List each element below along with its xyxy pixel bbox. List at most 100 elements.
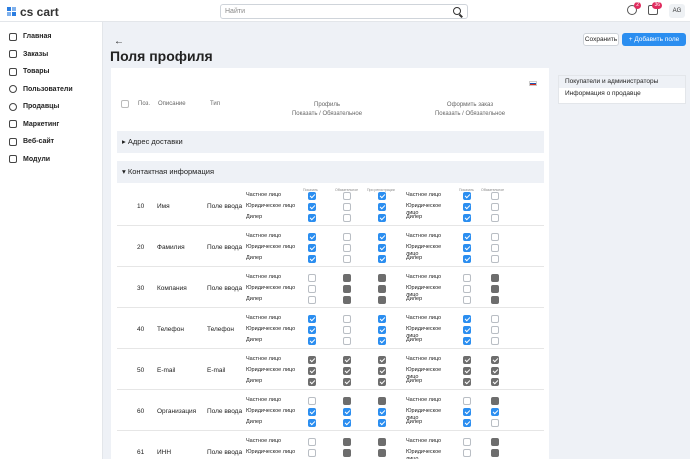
field-checkbox[interactable] — [308, 214, 316, 222]
save-button[interactable]: Сохранить — [583, 33, 619, 46]
select-all-checkbox[interactable] — [121, 100, 129, 108]
mail-icon[interactable]: 36 — [648, 2, 662, 15]
add-field-button[interactable]: + Добавить поле — [622, 33, 686, 46]
field-checkbox[interactable] — [308, 397, 316, 405]
field-checkbox[interactable] — [308, 449, 316, 457]
field-checkbox[interactable] — [308, 274, 316, 282]
field-checkbox[interactable] — [491, 233, 499, 241]
field-checkbox[interactable] — [308, 203, 316, 211]
sidebar-item-addons[interactable]: Модули — [0, 151, 102, 169]
sidebar-item-orders[interactable]: Заказы — [0, 46, 102, 64]
field-checkbox[interactable] — [463, 296, 471, 304]
field-checkbox[interactable] — [463, 438, 471, 446]
field-checkbox[interactable] — [463, 408, 471, 416]
field-checkbox[interactable] — [378, 203, 386, 211]
field-checkbox[interactable] — [463, 255, 471, 263]
sidebar-item-marketing[interactable]: Маркетинг — [0, 116, 102, 134]
search-input[interactable]: Найти — [220, 4, 468, 19]
sidebar-item-website[interactable]: Веб-сайт — [0, 133, 102, 151]
field-checkbox[interactable] — [308, 438, 316, 446]
description-cell[interactable]: Организация — [157, 408, 197, 415]
field-checkbox[interactable] — [378, 244, 386, 252]
sidebar-item-users[interactable]: Пользователи — [0, 81, 102, 99]
sidebar-item-home[interactable]: Главная — [0, 28, 102, 46]
avatar[interactable]: AG — [669, 4, 685, 18]
description-cell[interactable]: ИНН — [157, 449, 172, 456]
field-checkbox[interactable] — [308, 326, 316, 334]
description-cell[interactable]: Имя — [157, 203, 170, 210]
field-checkbox[interactable] — [463, 203, 471, 211]
field-checkbox[interactable] — [308, 192, 316, 200]
field-checkbox[interactable] — [308, 408, 316, 416]
description-cell[interactable]: E-mail — [157, 367, 176, 374]
field-checkbox[interactable] — [378, 337, 386, 345]
bell-icon[interactable]: 2 — [627, 2, 641, 15]
field-checkbox[interactable] — [491, 192, 499, 200]
field-checkbox[interactable] — [491, 214, 499, 222]
field-checkbox[interactable] — [378, 419, 386, 427]
field-checkbox[interactable] — [343, 315, 351, 323]
field-checkbox[interactable] — [491, 326, 499, 334]
field-checkbox[interactable] — [491, 419, 499, 427]
field-checkbox[interactable] — [463, 315, 471, 323]
description-cell[interactable]: Фамилия — [157, 244, 185, 251]
section-contact-info[interactable]: ▾ Контактная информация — [117, 161, 544, 183]
field-checkbox[interactable] — [463, 449, 471, 457]
field-checkbox[interactable] — [343, 192, 351, 200]
description-cell[interactable]: Телефон — [157, 326, 184, 333]
field-checkbox[interactable] — [378, 255, 386, 263]
field-checkbox[interactable] — [491, 408, 499, 416]
profile-type-customers[interactable]: Покупатели и администраторы — [559, 76, 685, 88]
sidebar-item-products[interactable]: Товары — [0, 63, 102, 81]
field-checkbox[interactable] — [491, 255, 499, 263]
field-checkbox[interactable] — [491, 244, 499, 252]
field-checkbox[interactable] — [463, 419, 471, 427]
profile-type-vendor[interactable]: Информация о продавце — [565, 90, 641, 97]
field-checkbox[interactable] — [343, 203, 351, 211]
position-cell: 50 — [137, 367, 145, 374]
field-checkbox[interactable] — [463, 326, 471, 334]
field-checkbox[interactable] — [308, 285, 316, 293]
field-checkbox[interactable] — [343, 244, 351, 252]
search-icon[interactable] — [453, 7, 461, 15]
field-checkbox[interactable] — [343, 214, 351, 222]
field-checkbox[interactable] — [308, 296, 316, 304]
field-checkbox[interactable] — [343, 233, 351, 241]
field-checkbox[interactable] — [308, 315, 316, 323]
field-checkbox[interactable] — [343, 337, 351, 345]
user-type-label: Дилер — [406, 337, 423, 343]
field-checkbox[interactable] — [378, 192, 386, 200]
field-checkbox[interactable] — [308, 233, 316, 241]
back-arrow-icon[interactable]: ← — [114, 36, 124, 47]
field-checkbox[interactable] — [463, 192, 471, 200]
field-checkbox[interactable] — [378, 315, 386, 323]
field-checkbox[interactable] — [463, 397, 471, 405]
field-checkbox[interactable] — [308, 255, 316, 263]
field-checkbox[interactable] — [343, 326, 351, 334]
field-checkbox[interactable] — [463, 337, 471, 345]
sidebar-item-vendors[interactable]: Продавцы — [0, 98, 102, 116]
logo[interactable]: cs cart — [7, 5, 59, 19]
field-checkbox[interactable] — [463, 285, 471, 293]
field-checkbox — [378, 274, 386, 282]
field-checkbox[interactable] — [378, 214, 386, 222]
field-checkbox[interactable] — [343, 408, 351, 416]
field-checkbox[interactable] — [308, 244, 316, 252]
description-cell[interactable]: Компания — [157, 285, 187, 292]
field-checkbox[interactable] — [378, 408, 386, 416]
field-checkbox[interactable] — [308, 337, 316, 345]
field-checkbox[interactable] — [463, 233, 471, 241]
russian-flag-icon[interactable] — [529, 81, 537, 86]
field-checkbox[interactable] — [463, 274, 471, 282]
field-checkbox[interactable] — [378, 326, 386, 334]
field-checkbox[interactable] — [491, 337, 499, 345]
field-checkbox[interactable] — [378, 233, 386, 241]
field-checkbox[interactable] — [343, 419, 351, 427]
field-checkbox[interactable] — [491, 315, 499, 323]
field-checkbox[interactable] — [463, 214, 471, 222]
field-checkbox[interactable] — [491, 203, 499, 211]
field-checkbox[interactable] — [343, 255, 351, 263]
field-checkbox[interactable] — [308, 419, 316, 427]
field-checkbox[interactable] — [463, 244, 471, 252]
section-shipping-address[interactable]: ▸ Адрес доставки — [117, 131, 544, 153]
